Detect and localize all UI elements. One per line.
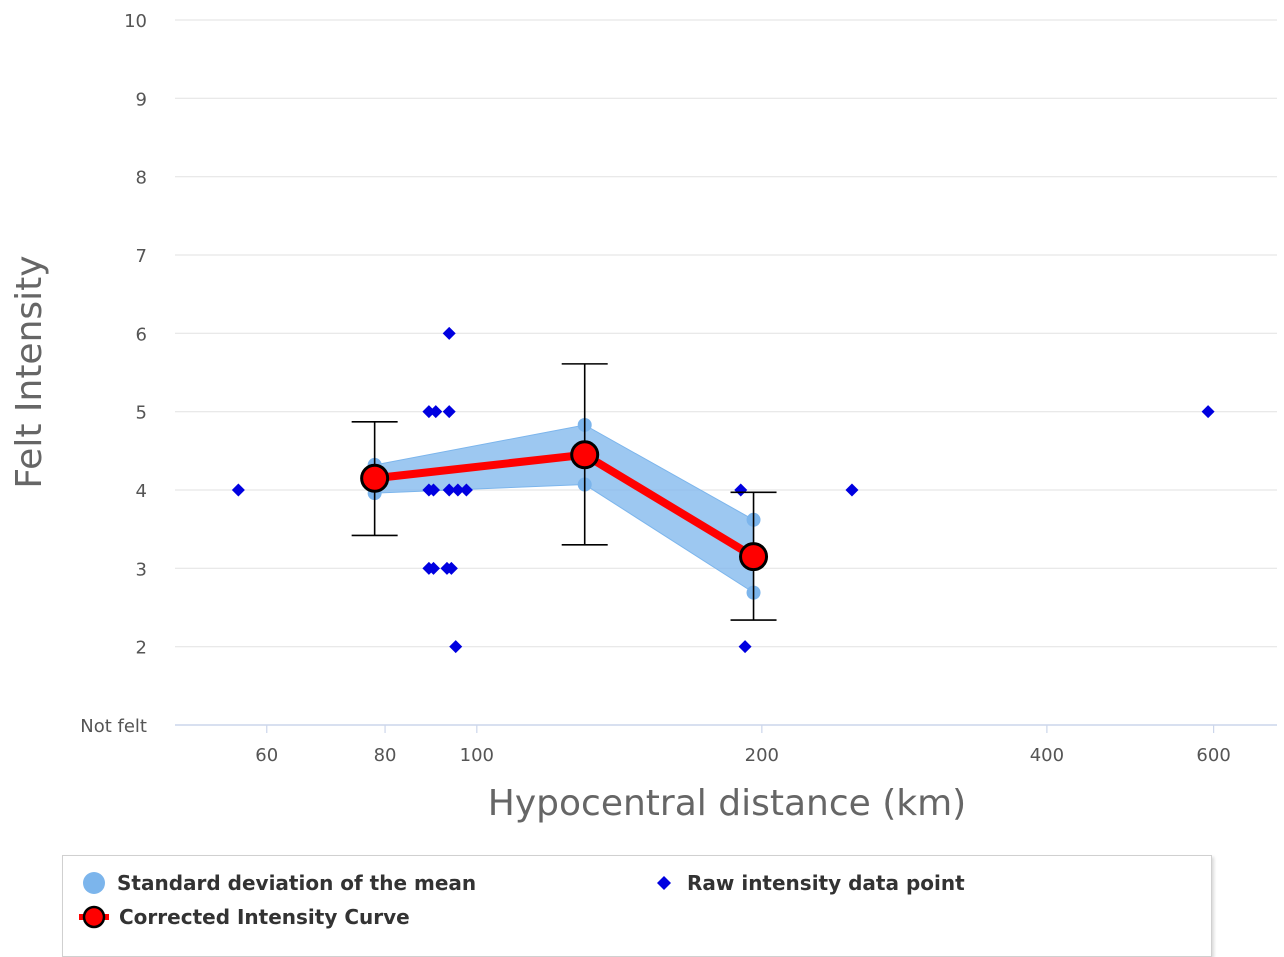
y-tick-label: 10: [124, 11, 147, 32]
raw-data-point: [734, 483, 748, 497]
x-tick-label: 200: [745, 745, 779, 766]
y-tick-label: 5: [136, 403, 147, 424]
raw-data-point: [451, 483, 465, 497]
x-tick-label: 100: [460, 745, 494, 766]
x-tick-label: 400: [1030, 745, 1064, 766]
legend: Standard deviation of the mean Raw inten…: [62, 855, 1212, 957]
raw-data-point: [426, 483, 440, 497]
legend-item-raw-points[interactable]: Raw intensity data point: [651, 870, 965, 896]
raw-data-point: [442, 405, 456, 419]
legend-item-std-dev[interactable]: Standard deviation of the mean: [81, 870, 476, 896]
y-tick-label: 3: [136, 559, 147, 580]
raw-data-point: [449, 640, 463, 654]
legend-label-raw-points: Raw intensity data point: [687, 871, 965, 895]
y-tick-label: Not felt: [80, 716, 147, 737]
raw-data-point: [738, 640, 752, 654]
corrected-curve-point: [570, 440, 600, 470]
legend-label-std-dev: Standard deviation of the mean: [117, 871, 477, 895]
intensity-chart: Not felt 2 3 4 5 6 7 8 9 10 60 80 100 200 400 600 Hypo…: [9, 11, 1277, 824]
raw-data-point: [429, 405, 443, 419]
std-dev-legend-icon: [83, 872, 105, 894]
corrected-curve-point: [739, 542, 769, 572]
corrected-curve-legend-icon: [79, 905, 109, 929]
y-tick-label: 6: [136, 324, 147, 345]
x-tick-label: 80: [374, 745, 397, 766]
raw-data-point: [1201, 405, 1215, 419]
grid-lines: [175, 19, 1277, 733]
y-tick-label: 4: [136, 481, 147, 502]
raw-data-point: [442, 326, 456, 340]
raw-data-point: [422, 405, 436, 419]
x-axis-title: Hypocentral distance (km): [488, 783, 966, 824]
x-tick-label: 60: [255, 745, 278, 766]
y-tick-label: 9: [136, 89, 147, 110]
legend-item-corrected-curve[interactable]: Corrected Intensity Curve: [79, 904, 410, 930]
diamond-icon: [657, 876, 671, 890]
x-tick-labels: 60 80 100 200 400 600: [255, 745, 1230, 766]
raw-data-point: [231, 483, 245, 497]
y-tick-labels: Not felt 2 3 4 5 6 7 8 9 10: [80, 11, 147, 737]
corrected-curve-point: [360, 463, 390, 493]
raw-data-point: [426, 561, 440, 575]
legend-label-corrected-curve: Corrected Intensity Curve: [119, 905, 410, 929]
y-axis-title: Felt Intensity: [9, 255, 50, 488]
x-tick-label: 600: [1196, 745, 1230, 766]
y-tick-label: 8: [136, 168, 147, 189]
y-tick-label: 7: [136, 246, 147, 267]
raw-data-points: [231, 326, 1215, 654]
raw-data-point: [459, 483, 473, 497]
y-tick-label: 2: [136, 638, 147, 659]
raw-data-point: [845, 483, 859, 497]
corrected-curve: [360, 440, 769, 572]
raw-data-point: [444, 561, 458, 575]
raw-data-point: [442, 483, 456, 497]
